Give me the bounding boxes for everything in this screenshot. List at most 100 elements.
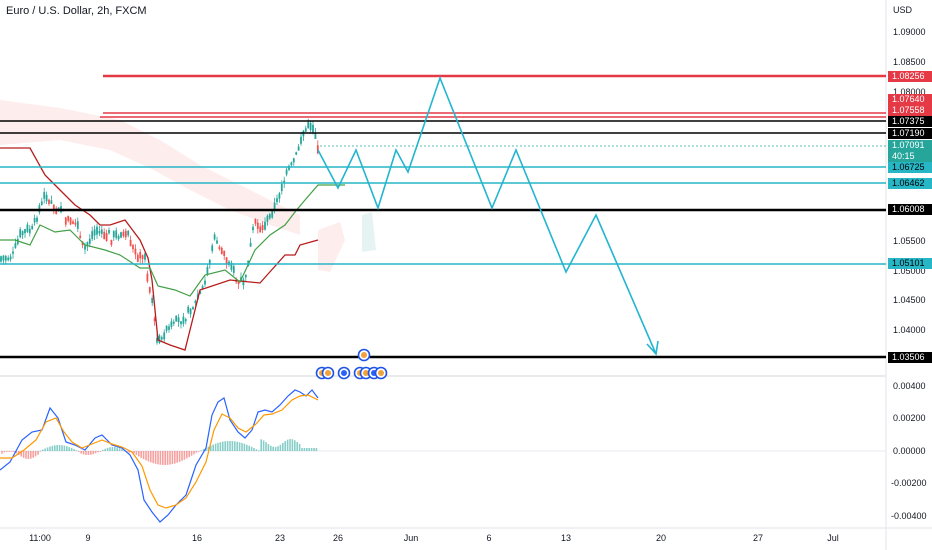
histogram-bar bbox=[63, 445, 66, 451]
histogram-bar bbox=[68, 447, 70, 451]
candle-body bbox=[7, 257, 10, 261]
histogram-bar bbox=[207, 446, 210, 451]
histogram-bar bbox=[267, 444, 270, 451]
candle-body bbox=[72, 221, 74, 224]
eu-flag-icon[interactable] bbox=[337, 366, 351, 380]
candle-body bbox=[103, 231, 106, 240]
level-tag[interactable]: 1.07640 bbox=[888, 94, 932, 105]
histogram-bar bbox=[296, 442, 298, 451]
candle-body bbox=[110, 239, 113, 245]
oscillator-axis-label: -0.00200 bbox=[891, 478, 927, 488]
candle-body bbox=[273, 202, 276, 210]
candle-body bbox=[98, 230, 101, 234]
chart-title: Euro / U.S. Dollar, 2h, FXCM bbox=[6, 5, 147, 17]
candle-body bbox=[14, 243, 17, 248]
candle-body bbox=[28, 228, 31, 234]
candle-body bbox=[307, 122, 310, 128]
histogram-bar bbox=[222, 441, 224, 451]
level-tag[interactable]: 1.06008 bbox=[888, 204, 932, 215]
histogram-bar bbox=[97, 451, 99, 453]
time-axis-label: 6 bbox=[486, 533, 492, 543]
histogram-bar bbox=[248, 445, 250, 451]
histogram-bar bbox=[85, 451, 87, 455]
histogram-bar bbox=[61, 445, 63, 451]
histogram-bar bbox=[164, 451, 166, 465]
candle-body bbox=[182, 316, 185, 324]
histogram-bar bbox=[277, 446, 279, 451]
histogram-bar bbox=[176, 451, 178, 463]
histogram-bar bbox=[37, 451, 39, 455]
economic-events[interactable] bbox=[315, 348, 388, 380]
candle-body bbox=[93, 229, 96, 236]
current-price-value: 1.07091 bbox=[892, 140, 925, 150]
histogram-bar bbox=[246, 444, 248, 451]
histogram-bar bbox=[217, 442, 219, 451]
level-tag[interactable]: 1.08256 bbox=[888, 71, 932, 82]
candle-body bbox=[244, 274, 247, 278]
histogram-bar bbox=[44, 448, 46, 451]
histogram-bar bbox=[46, 447, 49, 451]
candle-body bbox=[120, 232, 122, 238]
histogram-bar bbox=[315, 448, 318, 451]
us-flag-icon[interactable] bbox=[374, 366, 388, 380]
histogram-bar bbox=[193, 451, 195, 455]
candle-body bbox=[100, 229, 103, 234]
candle-body bbox=[19, 229, 22, 238]
level-tag[interactable]: 1.06462 bbox=[888, 178, 932, 189]
level-tag[interactable]: 1.05101 bbox=[888, 258, 932, 269]
histogram-bar bbox=[202, 449, 205, 451]
candle-body bbox=[148, 287, 151, 293]
projection-path[interactable] bbox=[317, 75, 657, 355]
histogram-bar bbox=[114, 447, 116, 451]
candle-body bbox=[129, 239, 132, 247]
histogram-bar bbox=[183, 451, 186, 460]
histogram-bar bbox=[94, 451, 97, 454]
level-tag[interactable]: 1.07375 bbox=[888, 116, 932, 127]
candle-body bbox=[316, 145, 319, 154]
candle-body bbox=[151, 297, 154, 304]
candle-body bbox=[175, 315, 178, 322]
us-flag-icon[interactable] bbox=[321, 366, 335, 380]
candle-body bbox=[156, 337, 158, 343]
histogram-bar bbox=[27, 451, 30, 459]
candle-body bbox=[69, 217, 72, 225]
candle-body bbox=[139, 251, 142, 259]
histogram-bar bbox=[231, 441, 234, 451]
histogram-bar bbox=[90, 451, 92, 455]
candle-body bbox=[88, 238, 91, 244]
time-axis-label: Jun bbox=[403, 533, 419, 543]
histogram-bar bbox=[109, 447, 111, 451]
candle-body bbox=[297, 146, 300, 151]
candle-body bbox=[146, 273, 149, 282]
us-flag-icon[interactable] bbox=[357, 348, 371, 362]
histogram-bar bbox=[284, 441, 286, 451]
candle-body bbox=[158, 335, 161, 343]
level-tag[interactable]: 1.06725 bbox=[888, 162, 932, 173]
histogram-bar bbox=[8, 451, 10, 452]
level-tag[interactable]: 1.07190 bbox=[888, 128, 932, 139]
candle-body bbox=[127, 230, 130, 236]
histogram-bar bbox=[159, 451, 162, 465]
price-axis-label: 1.08500 bbox=[893, 57, 926, 67]
current-price-tag[interactable]: 1.07091 40:15 bbox=[888, 140, 932, 162]
candle-body bbox=[314, 132, 317, 139]
level-tag[interactable]: 1.03506 bbox=[888, 352, 932, 363]
histogram-bar bbox=[39, 450, 42, 452]
histogram-bar bbox=[253, 448, 255, 451]
candle-body bbox=[213, 234, 216, 240]
time-axis-label: 27 bbox=[752, 533, 764, 543]
histogram-bar bbox=[154, 451, 157, 464]
candle-body bbox=[280, 184, 283, 192]
candle-body bbox=[180, 321, 182, 325]
candle-body bbox=[26, 224, 29, 232]
candle-body bbox=[2, 255, 5, 261]
candle-body bbox=[170, 321, 173, 327]
histogram-bar bbox=[258, 450, 260, 452]
price-axis-label: 1.04000 bbox=[893, 325, 926, 335]
price-axis-label: 1.08000 bbox=[893, 87, 926, 97]
candle-body bbox=[12, 251, 14, 254]
candle-body bbox=[232, 266, 235, 273]
candle-body bbox=[33, 218, 36, 223]
level-tag[interactable]: 1.07558 bbox=[888, 105, 932, 116]
